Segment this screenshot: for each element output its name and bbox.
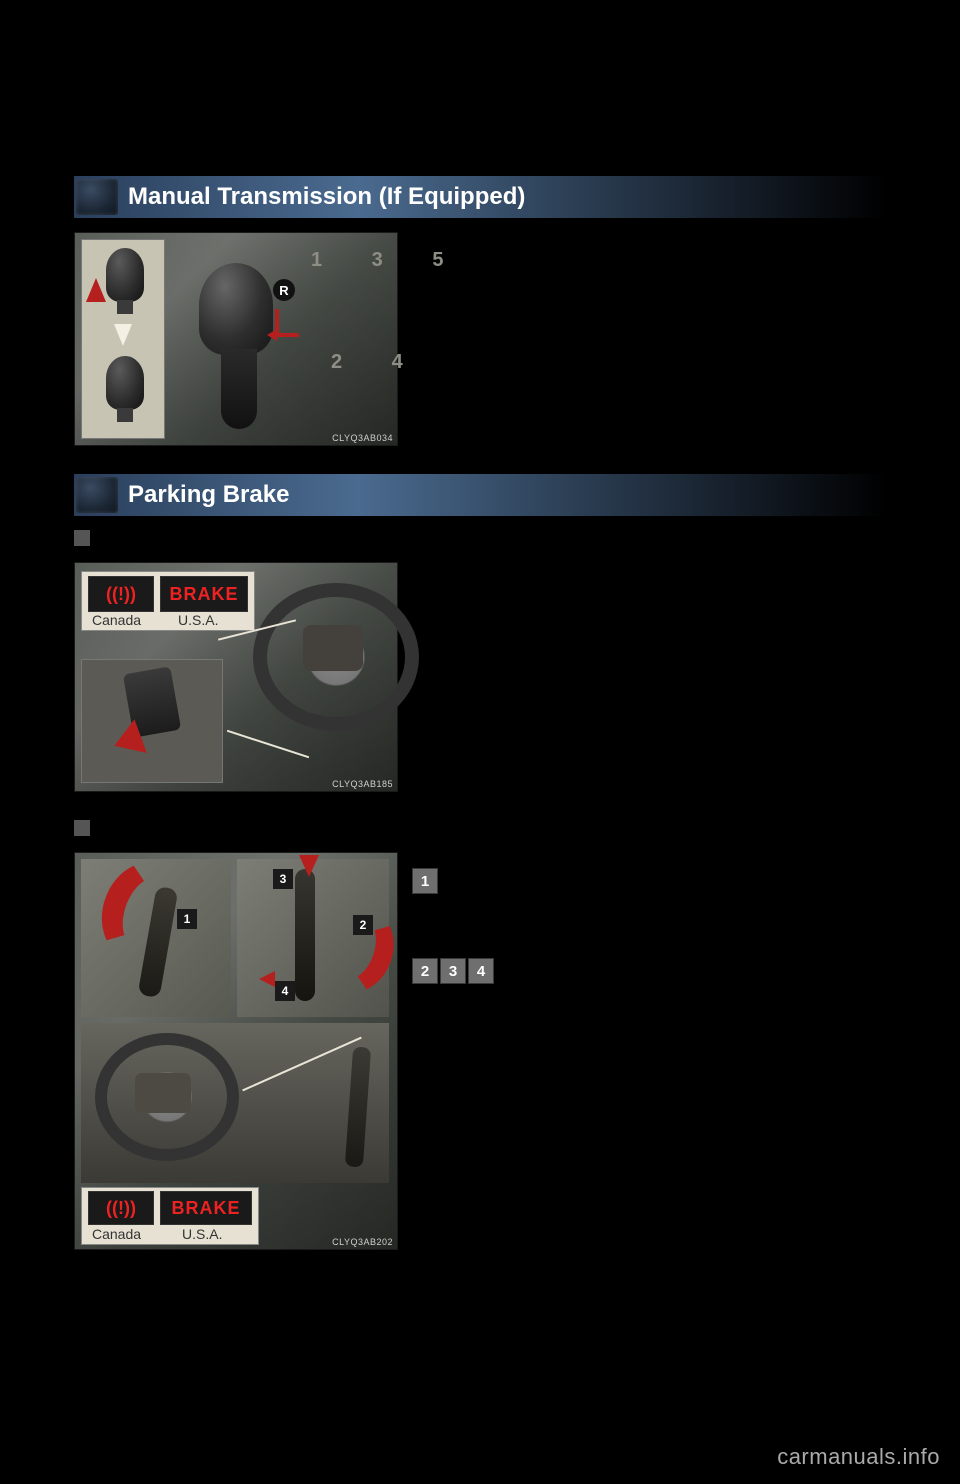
- shifter-knob: [199, 263, 273, 355]
- wheel-hub-small: [135, 1073, 191, 1113]
- gear-numbers-bottom: 2 4: [331, 351, 425, 374]
- knob-bottom: [106, 356, 144, 410]
- shift-path-horizontal: [275, 333, 299, 337]
- shift-knob-inset: [81, 239, 165, 439]
- usa-label: U.S.A.: [182, 1226, 222, 1242]
- brake-word-icon: BRAKE: [160, 576, 248, 612]
- callout-line-dash: [242, 1037, 362, 1092]
- photo-code: CLYQ3AB202: [332, 1237, 393, 1247]
- knob-top: [106, 248, 144, 302]
- lever-vertical: [295, 869, 315, 1001]
- header-patch-icon: [76, 179, 118, 215]
- brake-symbol-icon: ((!)): [88, 576, 154, 612]
- shift-path-arrow-icon: [267, 329, 277, 341]
- photo-code: CLYQ3AB185: [332, 779, 393, 789]
- section-header-manual-transmission: Manual Transmission (If Equipped): [74, 176, 886, 218]
- section-header-parking-brake: Parking Brake: [74, 474, 886, 516]
- gear-numbers-top: 1 3 5: [311, 249, 465, 272]
- red-arrow-up-icon: [86, 278, 106, 302]
- callout-number-4: 4: [468, 958, 494, 984]
- brake-indicator-panel-bottom: ((!)) BRAKE Canada U.S.A.: [81, 1187, 259, 1245]
- subhead-box-icon: [74, 530, 90, 546]
- header-patch-icon: [76, 477, 118, 513]
- section-title: Manual Transmission (If Equipped): [128, 183, 525, 211]
- lever-panel-left: 1: [81, 859, 231, 1017]
- knob-shaft-bottom: [117, 408, 133, 422]
- wheel-hub: [303, 625, 363, 671]
- shift-boot: [221, 349, 257, 429]
- red-arrow-down-icon: [299, 855, 319, 877]
- inpic-num-2: 2: [353, 915, 373, 935]
- red-arrow-button-icon: [259, 971, 275, 987]
- reverse-gear-icon: R: [273, 279, 295, 301]
- canada-label: Canada: [92, 612, 141, 628]
- inpic-num-3: 3: [273, 869, 293, 889]
- white-arrow-down-icon: [114, 324, 132, 346]
- page: Manual Transmission (If Equipped) R 1 3 …: [0, 0, 960, 1484]
- subhead-a: [74, 530, 90, 546]
- callout-number-2: 2: [412, 958, 438, 984]
- knob-shaft-top: [117, 300, 133, 314]
- subhead-b: [74, 820, 90, 836]
- parking-brake-lever-photo: 1 3 2 4 ((!)) BRAKE Canada U.S: [74, 852, 398, 1250]
- parking-brake-pedal-photo: ((!)) BRAKE Canada U.S.A. CLYQ3AB185: [74, 562, 398, 792]
- section-title: Parking Brake: [128, 481, 289, 509]
- callout-number-1: 1: [412, 868, 438, 894]
- lever-panel-right: 3 2 4: [237, 859, 389, 1017]
- watermark-text: carmanuals.info: [777, 1444, 940, 1470]
- brake-word-icon: BRAKE: [160, 1191, 252, 1225]
- subhead-box-icon: [74, 820, 90, 836]
- inpic-num-1: 1: [177, 909, 197, 929]
- pedal-inset: [81, 659, 223, 783]
- callout-row-1: 1: [412, 868, 440, 894]
- photo-code: CLYQ3AB034: [332, 433, 393, 443]
- usa-label: U.S.A.: [178, 612, 218, 628]
- callout-row-234: 2 3 4: [412, 958, 496, 984]
- dashboard-panel: [81, 1023, 389, 1183]
- manual-transmission-photo: R 1 3 5 2 4 CLYQ3AB034: [74, 232, 398, 446]
- canada-label: Canada: [92, 1226, 141, 1242]
- callout-number-3: 3: [440, 958, 466, 984]
- lever-in-dash: [345, 1047, 371, 1168]
- brake-indicator-panel: ((!)) BRAKE Canada U.S.A.: [81, 571, 255, 631]
- brake-symbol-icon: ((!)): [88, 1191, 154, 1225]
- inpic-num-4: 4: [275, 981, 295, 1001]
